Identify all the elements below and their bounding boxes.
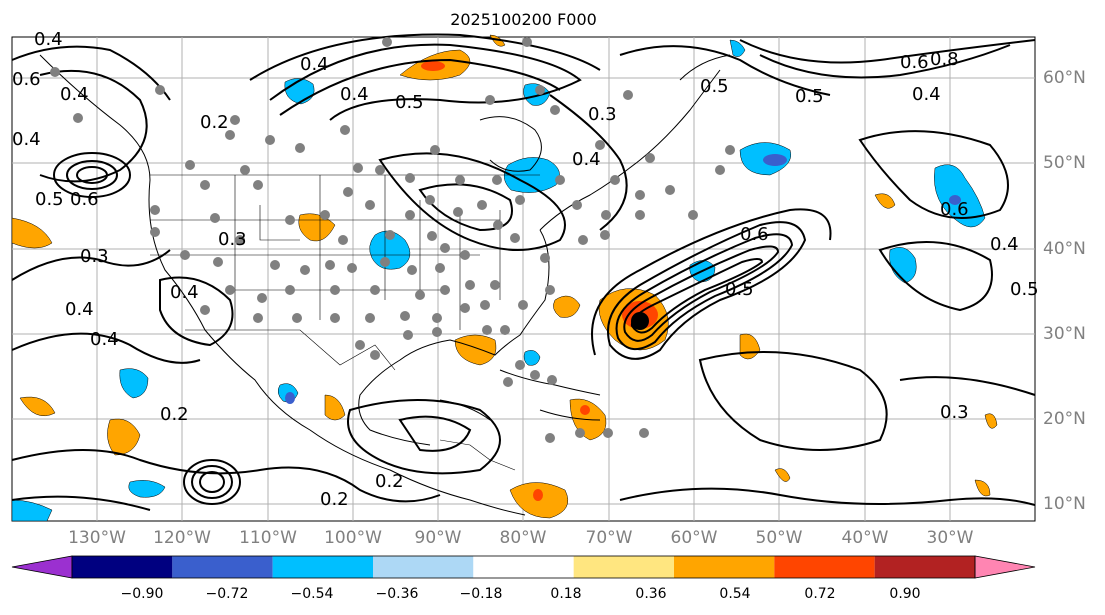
lon-label: 30°W [926, 528, 974, 548]
colorbar-tick-label: −0.36 [375, 586, 419, 602]
contour-labels: 0.4 0.6 0.4 0.4 0.5 0.6 0.3 0.4 0.4 0.4 … [12, 29, 1039, 510]
colorbar-tick-label: −0.72 [205, 586, 249, 602]
colorbar-extend-high [974, 555, 1036, 579]
lat-label: 30°N [1043, 324, 1086, 344]
colorbar-segment [373, 556, 474, 578]
colorbar-outline [71, 555, 976, 579]
contour-label: 0.5 [1010, 279, 1039, 300]
colorbar [11, 555, 1036, 579]
colorbar-segment [874, 556, 975, 578]
colorbar-tick-label: −0.54 [290, 586, 334, 602]
station-dots [50, 37, 735, 443]
contour-label: 0.4 [572, 149, 601, 170]
colorbar-tick-label: 0.18 [550, 586, 582, 602]
storm-center [631, 312, 649, 330]
colorbar-segment [674, 556, 775, 578]
lon-label: 100°W [324, 528, 382, 548]
contour-label: 0.3 [80, 246, 109, 267]
contours [11, 33, 1036, 511]
contour-label: 0.4 [340, 84, 369, 105]
lon-label: 70°W [585, 528, 633, 548]
lon-label: 90°W [414, 528, 462, 548]
contour-label: 0.4 [12, 129, 41, 150]
contour-label: 0.6 [940, 199, 969, 220]
lat-label: 10°N [1043, 494, 1086, 514]
contour-label: 0.4 [300, 54, 329, 75]
contour-label: 0.2 [375, 471, 404, 492]
colorbar-extend-low [11, 555, 73, 579]
contour-label: 0.3 [588, 104, 617, 125]
contour-label: 0.5 [35, 189, 64, 210]
contour-label: 0.6 [12, 69, 41, 90]
colorbar-segment [774, 556, 875, 578]
contour-label: 0.3 [940, 402, 969, 423]
lat-label: 20°N [1043, 409, 1086, 429]
strong-negative-shading [285, 154, 961, 404]
colorbar-tick-label: 0.36 [635, 586, 667, 602]
storm-contours [591, 208, 832, 360]
colorbar-tick-label: 0.54 [719, 586, 751, 602]
lon-label: 110°W [239, 528, 297, 548]
colorbar-tick-label: 0.72 [804, 586, 836, 602]
contour-label: 0.2 [200, 112, 229, 133]
colorbar-segment [272, 556, 373, 578]
colorbar-segment [172, 556, 273, 578]
lat-label: 60°N [1043, 68, 1086, 88]
lon-label: 60°W [670, 528, 718, 548]
colorbar-segment [573, 556, 674, 578]
colorbar-tick-label: −0.90 [120, 586, 164, 602]
contour-label: 0.4 [65, 299, 94, 320]
lon-label: 50°W [755, 528, 803, 548]
contour-label: 0.4 [912, 84, 941, 105]
contour-label: 0.5 [795, 86, 824, 107]
contour-label: 0.6 [740, 224, 769, 245]
lon-label: 40°W [841, 528, 889, 548]
contour-label: 0.4 [170, 282, 199, 303]
lon-label: 130°W [68, 528, 126, 548]
contour-label: 0.4 [990, 234, 1019, 255]
contour-label: 0.3 [218, 229, 247, 250]
lon-label: 80°W [499, 528, 547, 548]
contour-label: 0.6 [70, 189, 99, 210]
contour-label: 0.2 [160, 404, 189, 425]
contour-label: 0.5 [700, 76, 729, 97]
contour-label: 0.6 [900, 52, 929, 73]
contour-label: 0.2 [320, 489, 349, 510]
lon-label: 120°W [153, 528, 211, 548]
contour-label: 0.5 [725, 279, 754, 300]
colorbar-segment [473, 556, 574, 578]
graticule [12, 37, 1035, 521]
contour-label: 0.4 [34, 29, 63, 50]
contour-label: 0.8 [930, 49, 959, 70]
lat-label: 50°N [1043, 153, 1086, 173]
contour-label: 0.4 [60, 84, 89, 105]
colorbar-tick-label: 0.90 [889, 586, 921, 602]
colorbar-segment [72, 556, 173, 578]
colorbar-tick-label: −0.18 [459, 586, 503, 602]
lat-label: 40°N [1043, 239, 1086, 259]
contour-label: 0.4 [90, 329, 119, 350]
map-title: 2025100200 F000 [450, 10, 597, 29]
contour-label: 0.5 [395, 92, 424, 113]
